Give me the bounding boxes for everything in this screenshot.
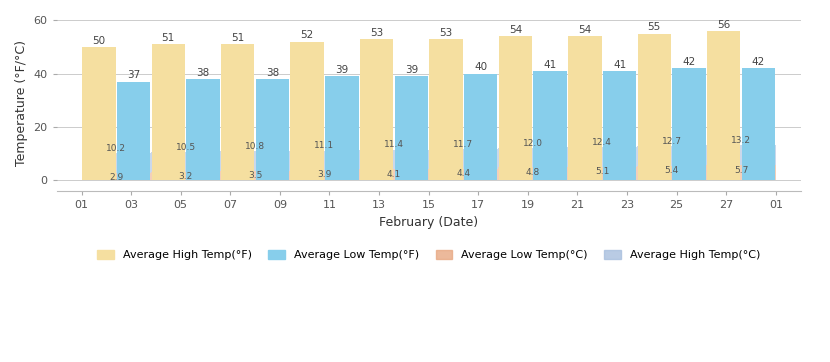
Bar: [429, 39, 462, 180]
Text: 42: 42: [752, 57, 765, 67]
Text: 42: 42: [682, 57, 696, 67]
Text: 10.2: 10.2: [106, 144, 126, 152]
Bar: [152, 44, 185, 180]
Text: 3.5: 3.5: [248, 172, 262, 181]
Text: 11.4: 11.4: [384, 140, 404, 150]
Text: 3.9: 3.9: [317, 171, 332, 180]
Text: 12.4: 12.4: [593, 138, 613, 147]
Text: 52: 52: [300, 30, 314, 40]
Bar: [742, 68, 775, 180]
Text: 11.7: 11.7: [453, 139, 473, 148]
Text: 2.9: 2.9: [109, 173, 124, 182]
Bar: [394, 76, 428, 180]
Text: 54: 54: [509, 25, 522, 35]
Text: 50: 50: [92, 35, 105, 46]
Bar: [569, 36, 602, 180]
Text: 51: 51: [231, 33, 244, 43]
Bar: [117, 82, 150, 180]
Text: 38: 38: [266, 68, 279, 77]
Bar: [534, 71, 567, 180]
Text: 4.4: 4.4: [457, 169, 471, 178]
Text: 41: 41: [613, 60, 626, 70]
Legend: Average High Temp(°F), Average Low Temp(°F), Average Low Temp(°C), Average High : Average High Temp(°F), Average Low Temp(…: [93, 245, 764, 265]
Text: 4.1: 4.1: [387, 170, 401, 179]
Text: 53: 53: [439, 28, 452, 38]
Bar: [603, 71, 637, 180]
Text: 39: 39: [335, 65, 349, 75]
Text: 3.2: 3.2: [178, 172, 193, 181]
Y-axis label: Temperature (°F/°C): Temperature (°F/°C): [15, 40, 28, 166]
Text: 5.7: 5.7: [734, 165, 749, 174]
Text: 53: 53: [370, 28, 383, 38]
Bar: [325, 76, 359, 180]
Bar: [256, 79, 289, 180]
Bar: [707, 31, 740, 180]
Text: 13.2: 13.2: [731, 135, 751, 144]
Text: 39: 39: [405, 65, 418, 75]
Text: 10.5: 10.5: [176, 143, 196, 152]
Bar: [221, 44, 254, 180]
Text: 5.1: 5.1: [595, 167, 609, 176]
Text: 12.7: 12.7: [662, 137, 681, 146]
Text: 51: 51: [162, 33, 175, 43]
Bar: [290, 42, 324, 180]
Text: 4.8: 4.8: [525, 168, 540, 177]
Bar: [637, 34, 671, 180]
Bar: [499, 36, 532, 180]
Bar: [464, 73, 497, 180]
Text: 41: 41: [544, 60, 557, 70]
Bar: [187, 79, 220, 180]
Text: 40: 40: [474, 62, 487, 72]
Text: 55: 55: [647, 22, 661, 32]
Text: 11.1: 11.1: [315, 141, 334, 150]
Text: 5.4: 5.4: [665, 167, 679, 176]
Text: 37: 37: [127, 70, 140, 80]
Text: 56: 56: [717, 20, 730, 30]
Text: 38: 38: [197, 68, 210, 77]
Text: 12.0: 12.0: [523, 139, 543, 148]
Text: 10.8: 10.8: [245, 142, 265, 151]
Text: 54: 54: [579, 25, 592, 35]
Bar: [82, 47, 115, 180]
Bar: [360, 39, 393, 180]
X-axis label: February (Date): February (Date): [379, 215, 478, 228]
Bar: [672, 68, 706, 180]
